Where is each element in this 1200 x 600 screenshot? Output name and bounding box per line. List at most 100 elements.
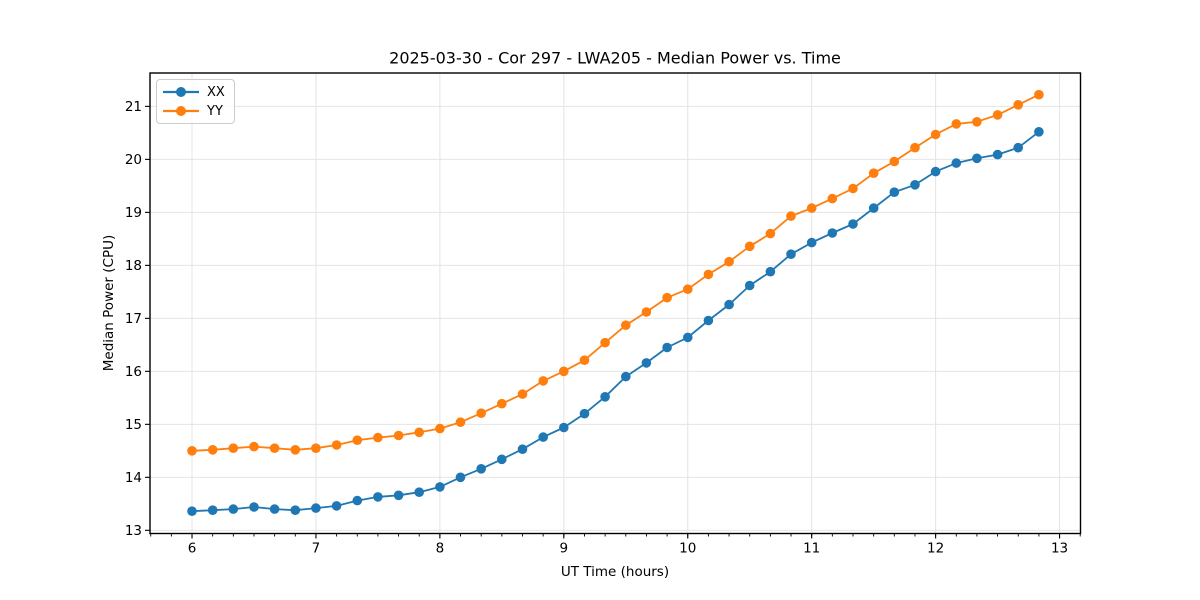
- y-axis-label: Median Power (CPU): [101, 234, 117, 372]
- series-xx-marker: [373, 492, 383, 502]
- series-yy-marker: [786, 211, 796, 221]
- y-tick-label: 14: [125, 470, 142, 486]
- series-yy-marker: [414, 427, 425, 438]
- series-xx-marker: [538, 432, 548, 442]
- series-xx-marker: [868, 203, 879, 213]
- plot-border: [149, 72, 1082, 535]
- series-yy-marker: [724, 256, 734, 267]
- series-xx-line: [191, 130, 1040, 513]
- series-xx-marker: [1013, 142, 1023, 153]
- series-yy-marker: [641, 307, 652, 317]
- series-xx-marker: [228, 504, 239, 514]
- series-xx-marker: [579, 408, 590, 419]
- series-yy-marker: [765, 228, 776, 239]
- series-yy-marker: [827, 193, 838, 204]
- series-yy-marker: [207, 445, 218, 455]
- y-tick-label: 19: [125, 205, 142, 221]
- y-tick-label: 17: [125, 311, 142, 327]
- y-tick-label: 15: [125, 417, 142, 433]
- series-yy-marker: [559, 366, 569, 377]
- y-tick-label: 16: [125, 364, 142, 380]
- series-yy-marker: [889, 156, 900, 167]
- series-yy-marker: [269, 443, 280, 454]
- series-xx-marker: [1034, 127, 1044, 137]
- legend-line-marker-icon: [163, 106, 199, 116]
- legend-label-yy: YY: [207, 103, 223, 119]
- series-yy-marker: [868, 168, 879, 178]
- series-yy-marker: [1013, 100, 1023, 110]
- series-xx-marker: [827, 228, 838, 238]
- legend-line-marker-icon: [163, 87, 199, 97]
- series-xx-marker: [662, 342, 672, 353]
- series-xx-marker: [269, 504, 280, 514]
- series-yy-marker: [187, 446, 197, 456]
- series-xx-marker: [559, 422, 569, 433]
- series-xx-marker: [703, 315, 714, 326]
- series-yy-marker: [455, 417, 466, 428]
- series-xx-marker: [621, 371, 631, 382]
- series-yy-marker: [249, 441, 259, 452]
- series-xx-marker: [311, 503, 321, 513]
- legend-item-yy: YY: [162, 104, 225, 118]
- series-yy-marker: [331, 440, 342, 450]
- series-xx-marker: [889, 187, 900, 197]
- series-xx-marker: [683, 332, 693, 343]
- y-tick-label: 13: [125, 523, 142, 539]
- series-yy-marker: [497, 398, 507, 409]
- series-yy-marker: [951, 119, 962, 129]
- series-xx-marker: [724, 299, 734, 310]
- series-yy-marker: [848, 183, 858, 194]
- series-xx-marker: [992, 149, 1003, 160]
- series-xx-marker: [641, 358, 652, 368]
- series-xx-marker: [476, 464, 487, 474]
- series-xx-marker: [331, 501, 342, 511]
- y-tick-label: 21: [125, 99, 142, 115]
- series-xx-marker: [786, 249, 796, 259]
- series-xx-marker: [414, 487, 425, 498]
- series-xx-marker: [249, 502, 259, 512]
- series-yy-marker: [579, 355, 590, 366]
- series-xx-marker: [806, 237, 817, 248]
- x-tick-label: 10: [679, 541, 696, 557]
- series-yy-marker: [373, 432, 383, 443]
- series-yy-marker: [600, 337, 610, 348]
- series-yy-marker: [476, 408, 487, 419]
- series-yy-marker: [228, 443, 239, 454]
- series-xx-marker: [744, 280, 755, 291]
- series-xx-marker: [910, 180, 920, 190]
- series-xx-marker: [972, 153, 982, 164]
- y-tick-label: 20: [125, 152, 142, 168]
- series-yy-marker: [517, 389, 528, 399]
- series-xx-marker: [393, 490, 404, 501]
- series-yy-marker: [311, 443, 321, 454]
- series-xx-marker: [435, 482, 445, 492]
- series-yy-marker: [290, 445, 301, 455]
- series-xx-marker: [497, 454, 507, 465]
- legend-label-xx: XX: [207, 84, 225, 100]
- series-yy-marker: [662, 292, 672, 303]
- series-yy-marker: [393, 430, 404, 441]
- series-yy-marker: [1034, 89, 1044, 100]
- x-tick-label: 8: [436, 541, 445, 557]
- series-xx-marker: [207, 505, 218, 515]
- x-tick-label: 12: [927, 541, 944, 557]
- series-xx-marker: [455, 472, 466, 483]
- series-xx-marker: [290, 505, 301, 515]
- series-yy-marker: [910, 142, 920, 153]
- series-yy-marker: [930, 129, 941, 140]
- series-yy-marker: [972, 117, 982, 127]
- series-xx-marker: [951, 158, 962, 168]
- series-yy-marker: [703, 269, 714, 280]
- series-xx-marker: [352, 495, 363, 506]
- series-xx-marker: [517, 444, 528, 455]
- x-axis-label: UT Time (hours): [560, 564, 670, 580]
- series-xx-marker: [848, 219, 858, 229]
- series-xx-marker: [600, 392, 610, 402]
- x-tick-label: 9: [560, 541, 569, 557]
- y-tick-label: 18: [125, 258, 142, 274]
- series-xx-marker: [187, 506, 197, 516]
- series-yy-marker: [352, 435, 363, 446]
- chart-title: 2025-03-30 - Cor 297 - LWA205 - Median P…: [389, 48, 841, 68]
